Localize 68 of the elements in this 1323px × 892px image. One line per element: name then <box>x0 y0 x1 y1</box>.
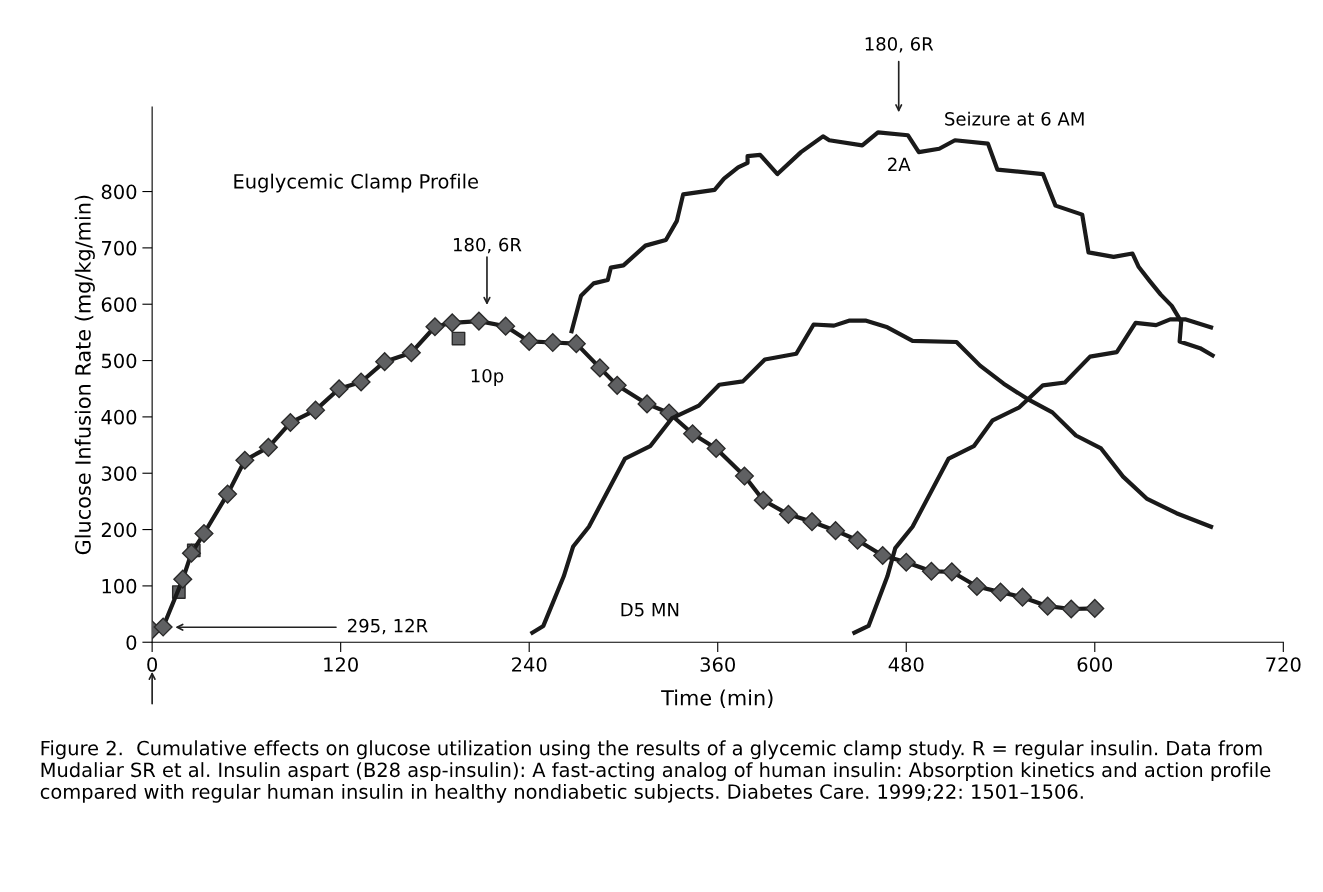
y-tick-label: 600 <box>101 297 137 312</box>
x-tick-label: 360 <box>700 657 735 672</box>
point <box>375 352 395 372</box>
annotation: 10p <box>471 368 504 387</box>
x-tick-label: 0 <box>147 657 158 672</box>
point <box>637 394 657 414</box>
point <box>280 412 300 433</box>
point <box>306 400 326 420</box>
y-tick-label: 700 <box>102 240 137 256</box>
point <box>826 521 846 541</box>
point <box>848 530 868 550</box>
text: Euglycemic Clamp Profile <box>234 173 478 193</box>
annotation: Seizure at 6 AM <box>945 111 1084 126</box>
y-tick-label: 0 <box>126 635 137 650</box>
point <box>942 562 962 582</box>
point <box>543 332 563 353</box>
point <box>519 331 539 351</box>
y-axis-title: Glucose Infusion Rate (mg/kg/min) <box>74 195 95 555</box>
point <box>590 358 610 378</box>
x-tick-label: 480 <box>888 657 924 672</box>
point <box>753 490 773 510</box>
y-tick-label: 800 <box>101 184 137 200</box>
point <box>990 582 1011 602</box>
point <box>967 576 987 597</box>
y-tick-label: 100 <box>102 578 137 594</box>
point <box>802 512 822 532</box>
point <box>218 484 238 504</box>
y-tick-label: 300 <box>101 466 137 481</box>
x-tick-label: 720 <box>1266 657 1301 672</box>
point <box>329 379 349 399</box>
point <box>566 334 586 354</box>
point <box>1085 598 1105 618</box>
point <box>173 569 193 589</box>
point <box>425 317 445 337</box>
point <box>1012 587 1033 607</box>
x-tick-label: 240 <box>512 657 547 672</box>
annotation: 295, 12R <box>348 618 428 635</box>
point <box>873 545 893 566</box>
point <box>1038 596 1058 616</box>
y-tick-label: 200 <box>101 522 137 538</box>
x-axis-title: Time (min) <box>661 689 773 709</box>
point <box>351 372 371 392</box>
point <box>235 450 255 470</box>
caption: Figure 2. Cumulative effects on glucose utilization using the results of a glycemic clamp study. R = regular insulin. Data from Mudaliar SR et al. Insulin aspart (B28 asp-insulin): A fast-acting analog of human insulin: Absorption kinetics and action profile compared with regular human insulin in healthy nondiabetic subjects. Diabetes Care. 1999;22: 1501–1506. <box>40 740 1271 803</box>
annotation: 2A <box>888 157 911 171</box>
annotation: 180, 6R <box>453 237 522 254</box>
x-tick-label: 120 <box>324 657 358 672</box>
point <box>1061 599 1081 619</box>
text: 180, 6R <box>865 37 934 53</box>
point <box>706 438 726 458</box>
point <box>778 504 798 524</box>
y-tick-label: 500 <box>101 353 137 369</box>
y-tick-label: 400 <box>101 409 137 425</box>
point <box>194 523 214 544</box>
point <box>181 543 201 563</box>
annotation: D5 MN <box>621 603 679 617</box>
point <box>683 424 703 444</box>
point <box>496 316 516 336</box>
point <box>921 561 941 581</box>
point <box>258 437 278 457</box>
point <box>469 311 489 331</box>
point <box>734 466 754 486</box>
point <box>401 343 421 363</box>
point <box>153 617 173 637</box>
point <box>607 375 627 395</box>
point <box>442 313 462 333</box>
x-tick-label: 600 <box>1077 657 1113 672</box>
point <box>896 552 916 572</box>
